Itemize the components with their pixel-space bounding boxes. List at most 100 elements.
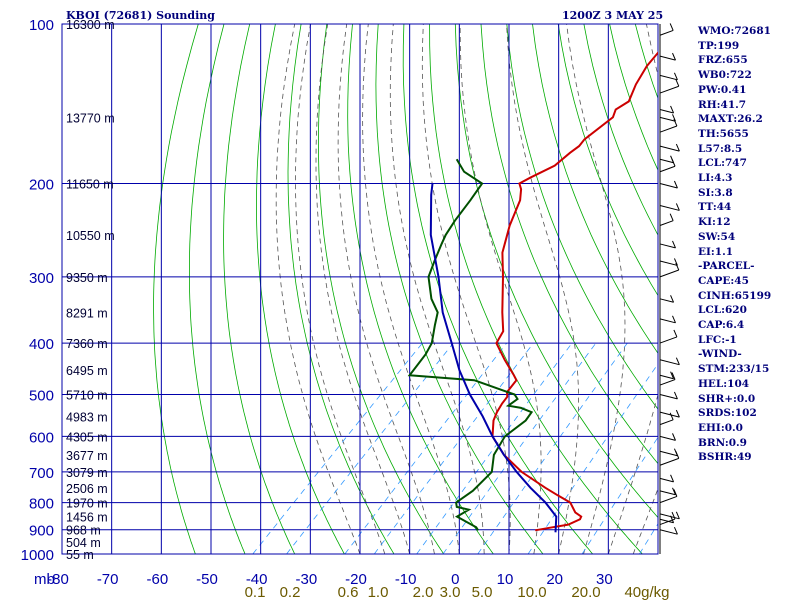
height-label: 1456 m bbox=[66, 511, 108, 525]
wind-barb bbox=[659, 204, 680, 211]
index-value: LCL:747 bbox=[698, 157, 747, 170]
index-value: CAPE:45 bbox=[698, 274, 749, 287]
height-label: 16300 m bbox=[66, 18, 115, 32]
index-value: STM:233/15 bbox=[698, 363, 770, 376]
index-value: TT:44 bbox=[698, 201, 732, 214]
pressure-tick-label: 600 bbox=[29, 429, 54, 446]
height-label: 9350 m bbox=[66, 271, 108, 285]
wind-barb-flag bbox=[672, 433, 676, 441]
wind-barb-flag bbox=[673, 72, 678, 81]
grid-lines bbox=[61, 23, 659, 555]
temperature-tick-label: -70 bbox=[97, 571, 119, 588]
wind-barb bbox=[659, 518, 674, 524]
wind-barb-flag bbox=[670, 295, 675, 303]
dry-adiabat bbox=[256, 24, 345, 554]
dry-adiabat bbox=[532, 24, 658, 354]
wind-barb-flag bbox=[670, 105, 675, 114]
dry-adiabat bbox=[287, 24, 395, 554]
index-value: SRDS:102 bbox=[698, 407, 757, 420]
wind-barb-flag bbox=[675, 409, 680, 418]
moist-adiabat bbox=[632, 487, 658, 554]
indices-panel: WMO:72681 TP:199 FRZ:655 WB0:722 PW:0.41 RH:4… bbox=[698, 24, 798, 465]
wind-barb-flag bbox=[673, 489, 678, 497]
wind-barb bbox=[659, 419, 674, 426]
wind-barb bbox=[659, 260, 678, 266]
temperature-tick-label: -80 bbox=[47, 571, 69, 588]
dry-adiabat bbox=[454, 24, 658, 519]
temperature-tick-label: -20 bbox=[345, 571, 367, 588]
height-label: 4983 m bbox=[66, 410, 108, 424]
wind-barb-flag bbox=[675, 79, 680, 87]
wind-barb bbox=[659, 359, 680, 366]
temperature-tick-label: 20 bbox=[546, 571, 563, 588]
mixing-ratio-line bbox=[252, 342, 423, 554]
wind-barb-flag bbox=[671, 372, 676, 380]
wind-barb-flag bbox=[671, 159, 676, 167]
mixing-ratio-label: 0.1 bbox=[245, 584, 266, 600]
wind-barb bbox=[659, 183, 678, 189]
mixing-ratio-label: 3.0 bbox=[440, 584, 461, 600]
wind-barb bbox=[659, 393, 678, 400]
mixing-ratio-line bbox=[373, 342, 534, 554]
pressure-tick-label: 500 bbox=[29, 387, 54, 404]
mixing-ratio-label: 20.0 bbox=[571, 584, 600, 600]
wind-barb-flag bbox=[673, 329, 678, 338]
index-value: CAP:6.4 bbox=[698, 319, 745, 332]
height-label: 6495 m bbox=[66, 364, 108, 378]
mixing-ratio-label: 2.0 bbox=[413, 584, 434, 600]
wind-barb-flag bbox=[670, 515, 675, 523]
index-value: -PARCEL- bbox=[698, 260, 755, 273]
sounding-profiles bbox=[407, 51, 658, 533]
wind-barb bbox=[659, 435, 676, 441]
pressure-tick-label: 800 bbox=[29, 496, 54, 513]
pressure-tick-label: 400 bbox=[29, 336, 54, 353]
mixing-ratio-line bbox=[416, 342, 573, 554]
height-label: 1970 m bbox=[66, 497, 108, 511]
dewpoint-profile bbox=[407, 158, 534, 531]
dry-adiabat bbox=[557, 24, 658, 297]
index-value: PW:0.41 bbox=[698, 83, 747, 96]
temperature-tick-label: -30 bbox=[295, 571, 317, 588]
pressure-tick-label: 900 bbox=[29, 523, 54, 540]
wind-barb bbox=[659, 158, 674, 164]
wind-barb bbox=[659, 495, 678, 504]
temperature-tick-label: 0 bbox=[451, 571, 459, 588]
dry-adiabat bbox=[506, 24, 658, 410]
wind-barb bbox=[659, 165, 676, 173]
height-label: 4305 m bbox=[66, 430, 108, 444]
wind-barb-flag bbox=[675, 262, 680, 271]
index-value: CINH:65199 bbox=[698, 289, 772, 302]
temperature-tick-label: -40 bbox=[246, 571, 268, 588]
mixing-ratio-label: 1.0 bbox=[368, 584, 389, 600]
wind-barb-flag bbox=[672, 315, 676, 323]
index-value: WMO:72681 bbox=[698, 25, 771, 37]
parcel-profile bbox=[429, 183, 558, 533]
wind-barb bbox=[659, 220, 674, 226]
pressure-tick-label: 300 bbox=[29, 270, 54, 287]
index-value: KI:12 bbox=[698, 216, 731, 229]
moist-adiabat bbox=[295, 24, 386, 554]
index-value: BSHR:49 bbox=[698, 451, 752, 464]
sounding-time: 1200Z 3 MAY 25 bbox=[562, 9, 664, 22]
temperature-profile bbox=[491, 51, 658, 532]
height-label: 10550 m bbox=[66, 229, 115, 243]
dry-adiabat bbox=[153, 24, 199, 554]
wind-barb bbox=[659, 145, 680, 152]
wind-barb bbox=[659, 269, 679, 278]
mixing-ratio-label: 0.6 bbox=[338, 584, 359, 600]
temperature-tick-label: -10 bbox=[395, 571, 417, 588]
moist-adiabat bbox=[389, 24, 485, 554]
wind-barb bbox=[659, 477, 674, 483]
mixing-ratio-label: 10.0 bbox=[517, 584, 546, 600]
dry-adiabat bbox=[317, 24, 445, 554]
index-value: FRZ:655 bbox=[698, 54, 748, 67]
wind-barbs bbox=[659, 23, 680, 554]
wind-barb bbox=[659, 55, 676, 61]
height-label: 2506 m bbox=[66, 482, 108, 496]
wind-barb bbox=[659, 529, 678, 535]
wind-barb-flag bbox=[673, 527, 678, 535]
index-value: LCL:620 bbox=[698, 304, 747, 317]
wind-barb-flag bbox=[672, 487, 676, 495]
